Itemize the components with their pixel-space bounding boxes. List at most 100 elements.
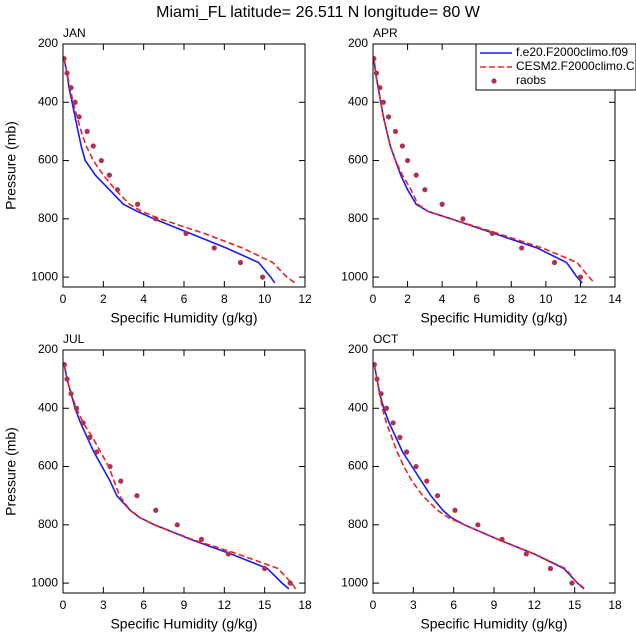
plot-area (373, 361, 586, 590)
x-tick-label: 6 (181, 292, 188, 306)
raob-point (98, 157, 104, 164)
raob-point (114, 187, 121, 193)
y-axis-label: Pressure (mb) (3, 427, 19, 516)
y-tick-label: 1000 (341, 575, 368, 589)
x-tick-label: 8 (508, 292, 515, 306)
panel-title: JUL (63, 332, 85, 346)
x-tick-label: 6 (473, 292, 480, 306)
figure-title: Miami_FL latitude= 26.511 N longitude= 8… (156, 4, 481, 21)
x-tick-label: 6 (450, 598, 457, 612)
x-axis-label: Specific Humidity (g/kg) (420, 616, 567, 632)
x-tick-label: 0 (60, 292, 67, 306)
x-tick-label: 0 (60, 598, 67, 612)
y-tick-label: 1000 (341, 269, 368, 283)
raob-point (392, 128, 399, 135)
y-tick-label: 800 (38, 211, 58, 225)
raob-point (577, 274, 584, 280)
raob-point (404, 449, 410, 455)
raob-point (87, 434, 93, 441)
raob-point (76, 114, 82, 120)
raob-point (237, 259, 244, 266)
panel: 0 2 4 6 8 10 12 200 400 600 800 1000 JAN Specific Hum… (3, 26, 312, 326)
raob-point (153, 216, 159, 222)
raob-point (72, 99, 78, 105)
y-tick-label: 1000 (31, 575, 58, 589)
raob-point (118, 478, 124, 484)
panel-title: JAN (63, 26, 86, 40)
x-tick-label: 12 (574, 292, 588, 306)
raob-point (260, 274, 266, 280)
x-tick-label: 6 (140, 598, 147, 612)
profile-line (63, 364, 297, 590)
raob-point (211, 245, 217, 251)
x-tick-label: 3 (410, 598, 417, 612)
x-tick-label: 0 (370, 292, 377, 306)
raob-point (499, 536, 505, 542)
x-tick-label: 14 (608, 292, 622, 306)
legend-label: CESM2.F2000climo.C (516, 59, 635, 73)
raob-point (519, 245, 525, 251)
y-tick-label: 800 (38, 517, 58, 531)
raob-point (63, 55, 67, 62)
raob-point (383, 405, 390, 411)
y-tick-label: 600 (38, 459, 58, 473)
x-tick-label: 9 (491, 598, 498, 612)
raob-point (380, 99, 386, 105)
plot-frame (62, 349, 306, 594)
raob-point (84, 128, 90, 135)
plot-area (63, 55, 296, 284)
x-tick-label: 4 (439, 292, 446, 306)
raob-point (413, 172, 419, 178)
raob-point (106, 172, 112, 178)
x-axis-label: Specific Humidity (g/kg) (110, 310, 257, 326)
raob-point (422, 187, 428, 193)
raob-point (569, 580, 575, 586)
raob-point (64, 376, 70, 382)
panel: 0 2 4 6 8 10 12 14 200 400 600 800 1000 APR Specific H… (341, 26, 636, 326)
y-tick-label: 600 (348, 153, 368, 167)
y-tick-label: 600 (348, 459, 368, 473)
raob-point (399, 143, 405, 149)
y-axis-label: Pressure (mb) (3, 121, 19, 210)
raob-point (90, 143, 96, 149)
raob-point (377, 85, 383, 91)
raob-point (374, 376, 380, 382)
x-tick-label: 2 (404, 292, 411, 306)
raob-point (373, 55, 377, 62)
raob-point (460, 216, 466, 222)
y-tick-label: 800 (348, 211, 368, 225)
raob-point (64, 70, 70, 76)
x-tick-label: 10 (258, 292, 272, 306)
profile-line (373, 58, 583, 284)
y-tick-label: 400 (348, 94, 368, 108)
raob-point (378, 391, 384, 397)
panel: 0 3 6 9 12 15 18 200 400 600 800 1000 OCT Specific Hu… (341, 332, 622, 632)
legend-label: f.e20.F2000climo.f09 (516, 45, 628, 59)
legend-label: raobs (516, 73, 546, 87)
profile-line (373, 364, 585, 590)
raob-point (373, 361, 377, 368)
raob-point (434, 493, 441, 499)
raob-point (424, 478, 430, 484)
profile-line (63, 58, 296, 284)
x-tick-label: 9 (181, 598, 188, 612)
x-tick-label: 0 (370, 598, 377, 612)
y-tick-label: 200 (348, 342, 368, 356)
raob-point (523, 551, 529, 557)
legend-marker (491, 78, 497, 84)
y-tick-label: 400 (348, 400, 368, 414)
raob-point (397, 434, 403, 441)
x-tick-label: 15 (568, 598, 582, 612)
raob-point (287, 580, 293, 586)
raob-point (439, 201, 445, 207)
panel-title: APR (373, 26, 398, 40)
raob-point (475, 522, 481, 528)
raob-point (107, 463, 113, 470)
profile-line (63, 364, 290, 590)
x-tick-label: 2 (100, 292, 107, 306)
x-tick-label: 18 (298, 598, 312, 612)
raob-point (94, 449, 100, 455)
y-tick-label: 1000 (31, 269, 58, 283)
raob-point (551, 259, 558, 266)
